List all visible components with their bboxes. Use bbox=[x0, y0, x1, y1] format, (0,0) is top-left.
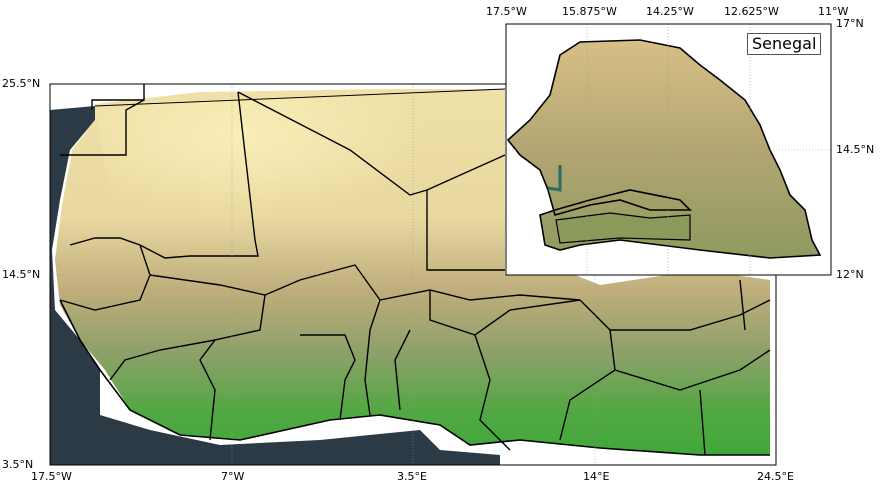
main-xtick: 24.5°E bbox=[757, 470, 794, 483]
inset-ytick: 14.5°N bbox=[836, 143, 875, 156]
main-xtick: 14°E bbox=[583, 470, 610, 483]
main-xtick: 17.5°W bbox=[31, 470, 72, 483]
inset-xtick: 14.25°W bbox=[646, 5, 694, 18]
inset-map bbox=[505, 23, 832, 276]
inset-ytick: 17°N bbox=[836, 17, 864, 30]
main-ytick: 14.5°N bbox=[2, 268, 41, 281]
inset-xtick: 17.5°W bbox=[486, 5, 527, 18]
inset-xtick: 12.625°W bbox=[724, 5, 779, 18]
inset-ytick: 12°N bbox=[836, 268, 864, 281]
main-ytick: 25.5°N bbox=[2, 77, 41, 90]
inset-graticule bbox=[506, 24, 831, 275]
main-xtick: 7°W bbox=[221, 470, 245, 483]
inset-xtick: 11°W bbox=[818, 5, 849, 18]
country-borders bbox=[59, 84, 771, 456]
senegal-shape bbox=[506, 39, 822, 259]
ocean-imagery bbox=[50, 106, 500, 465]
inset-country-label: Senegal bbox=[747, 33, 822, 55]
main-xtick: 3.5°E bbox=[397, 470, 427, 483]
main-ytick: 3.5°N bbox=[2, 458, 34, 471]
inset-xtick: 15.875°W bbox=[562, 5, 617, 18]
